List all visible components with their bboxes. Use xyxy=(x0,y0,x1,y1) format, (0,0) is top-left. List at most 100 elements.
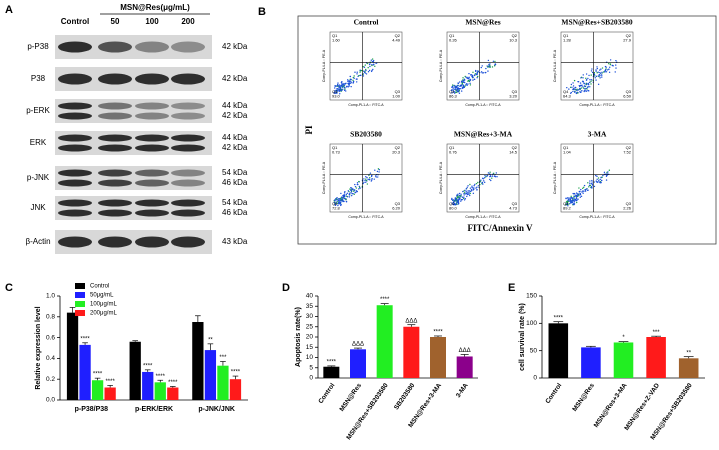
flow-dot xyxy=(353,75,355,77)
significance-label: * xyxy=(622,335,625,341)
flow-dot xyxy=(358,74,360,77)
flow-dot xyxy=(458,196,460,198)
blot-row-label: p-ERK xyxy=(26,106,50,115)
flow-dot xyxy=(587,85,589,88)
bar xyxy=(154,382,166,400)
quadrant-value: 86.3 xyxy=(449,94,458,99)
bar xyxy=(192,322,204,400)
flow-dot xyxy=(583,90,585,93)
flow-dot xyxy=(607,171,609,173)
flow-dot xyxy=(481,181,484,184)
flow-axis-y: Comp-PL4-A :: PE-A xyxy=(322,49,326,82)
flow-dot xyxy=(591,179,593,182)
significance-label: **** xyxy=(80,336,90,342)
flow-dot xyxy=(473,74,476,77)
bar xyxy=(548,323,569,378)
flow-axis-y: Comp-PL4-A :: PE-A xyxy=(439,49,443,82)
flow-dot xyxy=(341,85,344,88)
blot-band xyxy=(135,144,169,152)
flow-dot xyxy=(566,86,568,89)
blot-band xyxy=(58,102,92,110)
flow-dot xyxy=(335,92,337,94)
flow-dot xyxy=(572,90,574,93)
flow-dot xyxy=(469,84,472,86)
flow-dot xyxy=(346,192,349,194)
flow-dot xyxy=(491,177,493,179)
flow-dot xyxy=(353,193,355,196)
bar xyxy=(66,312,79,400)
flow-dot xyxy=(470,189,473,191)
flow-dot xyxy=(585,78,588,81)
blot-band xyxy=(58,134,92,142)
kda-label: 44 kDa xyxy=(222,133,248,142)
flow-dot xyxy=(339,87,341,89)
flow-dot xyxy=(343,86,345,89)
flow-dot xyxy=(362,182,364,185)
flow-dot xyxy=(345,198,347,201)
blot-band xyxy=(171,41,205,53)
flow-dot xyxy=(365,181,367,183)
flow-dot xyxy=(346,196,349,198)
flow-dot xyxy=(378,171,380,173)
flow-dot xyxy=(573,192,576,195)
bar xyxy=(678,358,699,378)
quadrant-value: 89.2 xyxy=(563,206,572,211)
flow-dot xyxy=(468,72,470,75)
blot-band xyxy=(98,102,132,110)
lane-label: 50 xyxy=(111,17,120,26)
flow-dot xyxy=(460,90,463,92)
blot-band xyxy=(171,199,205,207)
flow-dot xyxy=(364,72,367,74)
flow-dot xyxy=(352,79,354,81)
blot-band xyxy=(58,199,92,207)
quadrant-name: Q2 xyxy=(512,33,518,38)
flow-dot xyxy=(466,195,468,198)
flow-dot xyxy=(465,83,468,85)
quadrant-name: Q4 xyxy=(563,89,569,94)
flow-dot xyxy=(348,83,350,86)
flow-dot xyxy=(598,179,600,182)
blot-band xyxy=(135,209,169,217)
flow-dot xyxy=(481,72,483,74)
flow-dot xyxy=(581,80,584,82)
blot-band xyxy=(98,209,132,217)
flow-dot xyxy=(587,77,589,80)
blot-band xyxy=(58,112,92,120)
flow-dot xyxy=(359,69,361,71)
flow-dot xyxy=(358,186,361,189)
significance-label: **** xyxy=(231,370,241,376)
flow-dot xyxy=(334,203,336,206)
flow-dot xyxy=(371,58,374,60)
flow-dot xyxy=(354,71,356,73)
flow-dot xyxy=(577,92,579,94)
significance-label: **** xyxy=(143,363,153,369)
flow-dot xyxy=(577,193,579,195)
legend-swatch xyxy=(75,310,85,316)
bar xyxy=(204,350,217,400)
flow-dot xyxy=(488,63,490,66)
flow-dot xyxy=(482,72,485,74)
flow-dot xyxy=(340,85,342,87)
flow-dot xyxy=(334,87,336,89)
quadrant-name: Q2 xyxy=(626,33,632,38)
flow-dot xyxy=(565,203,568,206)
flow-dot xyxy=(368,63,371,66)
flow-dot xyxy=(569,86,572,89)
legend-label: 50μg/mL xyxy=(90,293,114,299)
kda-label: 42 kDa xyxy=(222,143,248,152)
flow-dot xyxy=(458,194,461,197)
flow-dot xyxy=(367,66,369,69)
y-tick-label: 30 xyxy=(306,313,314,320)
flow-dot xyxy=(494,60,496,63)
flow-dot xyxy=(460,85,462,87)
flow-dot xyxy=(462,87,464,90)
flow-dot xyxy=(364,64,366,66)
bar xyxy=(229,379,242,400)
flow-dot xyxy=(374,65,376,68)
flow-dot xyxy=(591,184,594,186)
flow-dot xyxy=(466,186,468,188)
flow-dot xyxy=(343,197,346,200)
flow-dot xyxy=(356,81,358,83)
flow-dot xyxy=(368,69,371,72)
flow-dot xyxy=(351,192,353,195)
